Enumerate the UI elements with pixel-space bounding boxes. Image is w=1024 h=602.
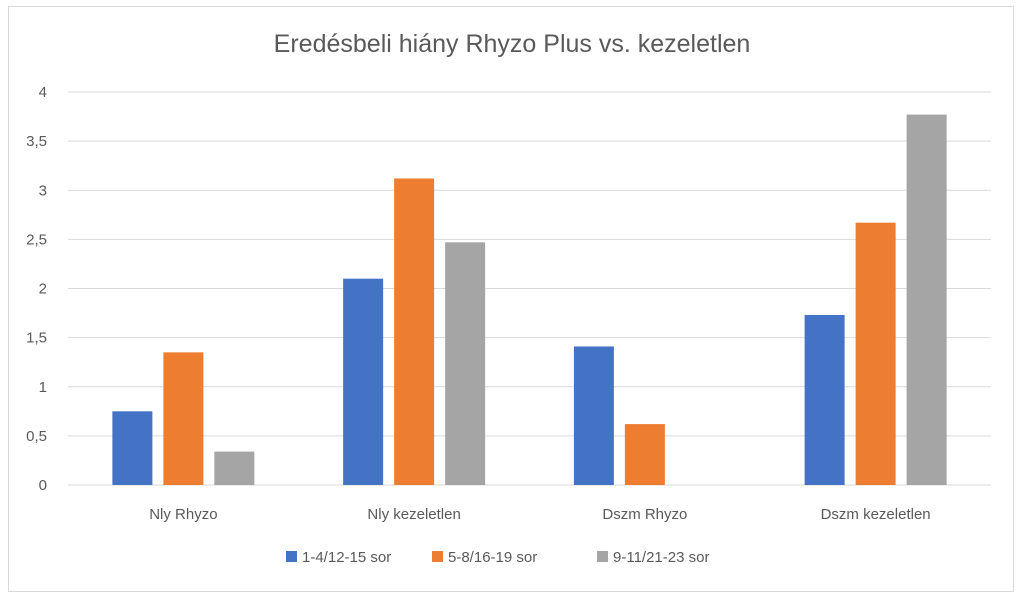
x-category-label: Nly Rhyzo bbox=[149, 506, 217, 523]
bar bbox=[445, 242, 486, 485]
x-category-label: Nly kezeletlen bbox=[367, 506, 460, 523]
legend-label: 1-4/12-15 sor bbox=[302, 549, 391, 566]
y-tick-label: 0 bbox=[39, 477, 47, 494]
bar bbox=[214, 451, 255, 485]
bar bbox=[112, 411, 153, 485]
y-tick-label: 2 bbox=[39, 281, 47, 298]
bars bbox=[112, 114, 947, 486]
bar bbox=[804, 315, 845, 485]
y-tick-label: 1,5 bbox=[26, 330, 47, 347]
legend-label: 9-11/21-23 sor bbox=[613, 549, 709, 566]
chart-title: Eredésbeli hiány Rhyzo Plus vs. kezeletl… bbox=[274, 30, 751, 58]
y-tick-label: 3,5 bbox=[26, 133, 47, 150]
bar bbox=[855, 222, 896, 486]
bar bbox=[394, 178, 435, 485]
bar bbox=[573, 346, 614, 485]
gridlines bbox=[68, 91, 991, 486]
x-category-label: Dszm kezeletlen bbox=[821, 506, 931, 523]
legend-swatch bbox=[286, 551, 297, 562]
y-tick-label: 1 bbox=[39, 379, 47, 396]
y-tick-label: 2,5 bbox=[26, 231, 47, 248]
bar bbox=[906, 114, 947, 485]
y-tick-label: 0,5 bbox=[26, 428, 47, 445]
bar bbox=[343, 278, 384, 485]
legend-swatch bbox=[432, 551, 443, 562]
chart-frame bbox=[8, 6, 1014, 592]
x-category-label: Dszm Rhyzo bbox=[602, 506, 687, 523]
legend: 1-4/12-15 sor 5-8/16-19 sor 9-11/21-23 sor bbox=[286, 549, 709, 566]
legend-label: 5-8/16-19 sor bbox=[448, 549, 537, 566]
y-tick-label: 3 bbox=[39, 182, 47, 199]
x-axis-categories: Nly Rhyzo Nly kezeletlen Dszm Rhyzo Dszm ke… bbox=[149, 506, 930, 523]
y-tick-label: 4 bbox=[39, 84, 47, 101]
bar bbox=[624, 424, 665, 485]
bar bbox=[163, 352, 204, 485]
y-axis-ticks: 0 0,5 1 1,5 2 2,5 3 3,5 4 bbox=[26, 84, 47, 494]
legend-swatch bbox=[597, 551, 608, 562]
